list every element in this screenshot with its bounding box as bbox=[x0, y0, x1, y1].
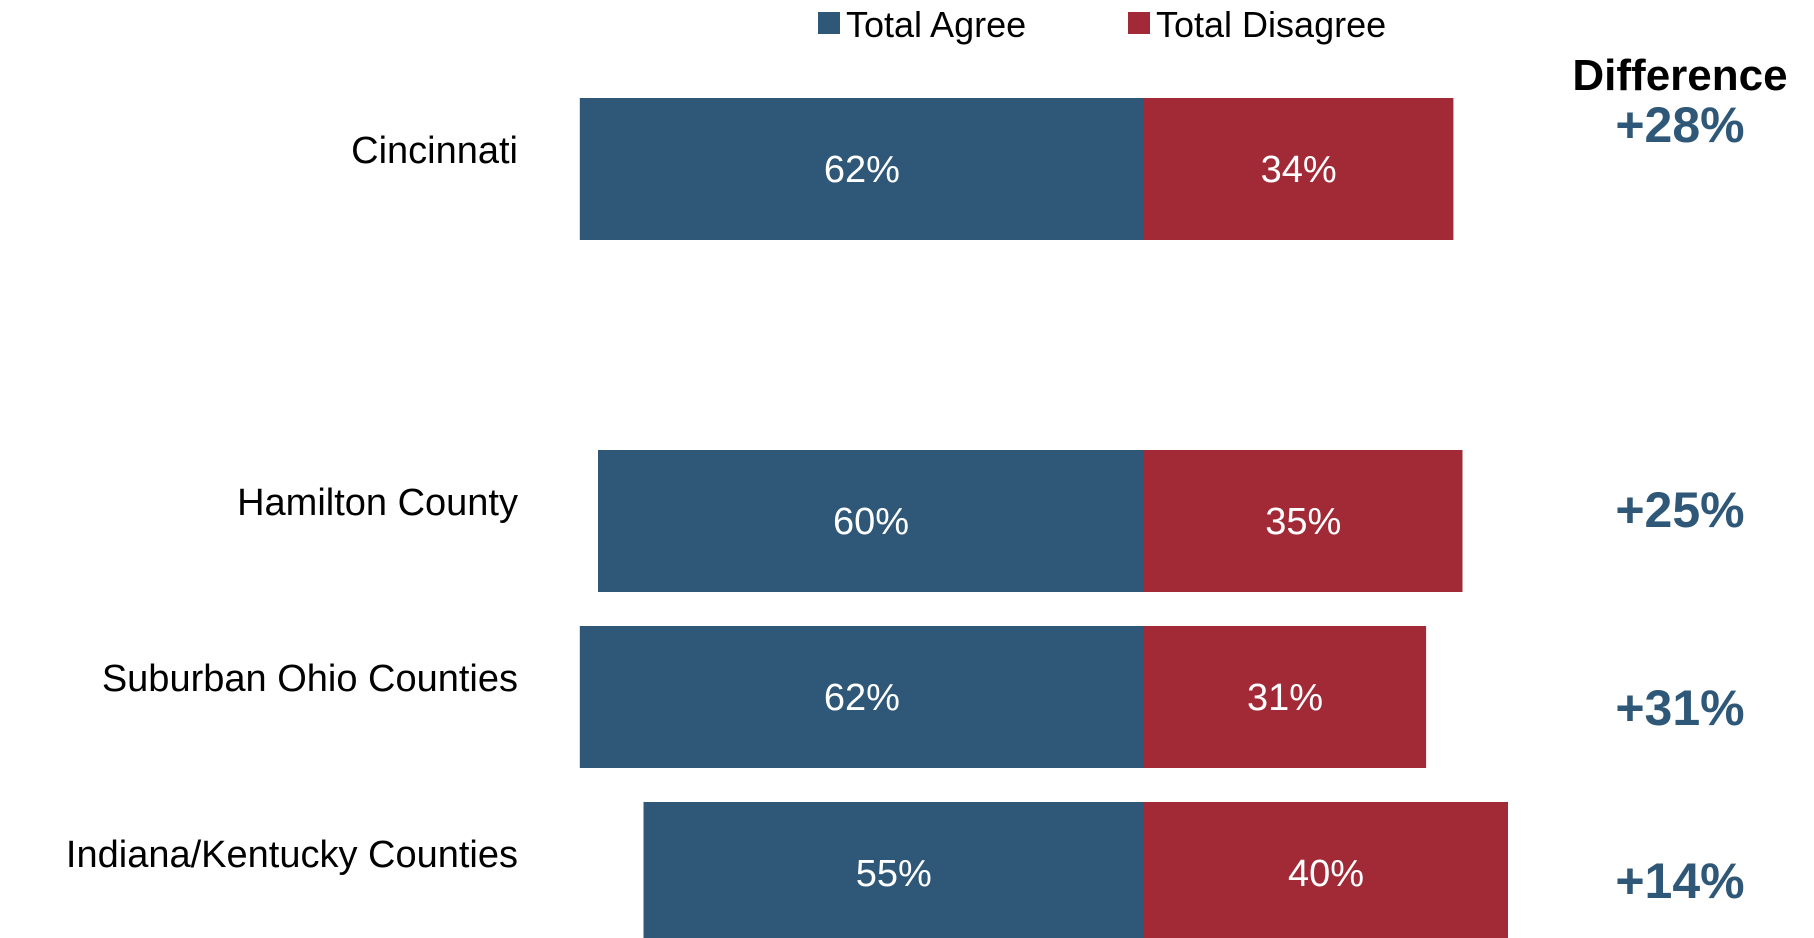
agree-value-label: 60% bbox=[833, 501, 909, 543]
legend-agree-swatch bbox=[818, 12, 840, 34]
bar-row: Hamilton County 60% 35% +25% bbox=[237, 450, 1745, 592]
agree-bar bbox=[579, 626, 1144, 768]
category-label: Suburban Ohio Counties bbox=[102, 658, 518, 700]
legend-disagree-swatch bbox=[1128, 12, 1150, 34]
agree-value-label: 55% bbox=[856, 853, 932, 895]
disagree-bar bbox=[1144, 450, 1463, 592]
agree-value-label: 62% bbox=[824, 149, 900, 191]
disagree-bar bbox=[1144, 802, 1508, 938]
disagree-bar bbox=[1144, 626, 1427, 768]
difference-value: +28% bbox=[1615, 97, 1744, 153]
difference-value: +25% bbox=[1615, 482, 1744, 538]
agree-bar bbox=[643, 802, 1144, 938]
category-label: Indiana/Kentucky Counties bbox=[66, 834, 518, 876]
bar-row: Cincinnati 62% 34% +28% bbox=[351, 97, 1745, 240]
disagree-value-label: 31% bbox=[1247, 677, 1323, 719]
disagree-value-label: 40% bbox=[1288, 853, 1364, 895]
difference-value: +31% bbox=[1615, 680, 1744, 736]
agree-bar bbox=[598, 450, 1144, 592]
legend-disagree-label: Total Disagree bbox=[1156, 4, 1386, 45]
legend-agree-label: Total Agree bbox=[846, 4, 1026, 45]
category-label: Cincinnati bbox=[351, 130, 518, 172]
bar-rows: Cincinnati 62% 34% +28% Hamilton County 60% 35… bbox=[66, 97, 1745, 938]
disagree-value-label: 35% bbox=[1265, 501, 1341, 543]
bar-row: Suburban Ohio Counties 62% 31% +31% bbox=[102, 626, 1745, 768]
legend: Total Agree Total Disagree bbox=[818, 4, 1386, 45]
disagree-bar bbox=[1144, 98, 1454, 240]
agree-value-label: 62% bbox=[824, 677, 900, 719]
agree-bar bbox=[579, 98, 1144, 240]
bar-row: Indiana/Kentucky Counties 55% 40% +14% bbox=[66, 802, 1745, 938]
disagree-value-label: 34% bbox=[1261, 149, 1337, 191]
category-label: Hamilton County bbox=[237, 482, 518, 524]
difference-title: Difference bbox=[1572, 51, 1787, 100]
difference-value: +14% bbox=[1615, 853, 1744, 909]
